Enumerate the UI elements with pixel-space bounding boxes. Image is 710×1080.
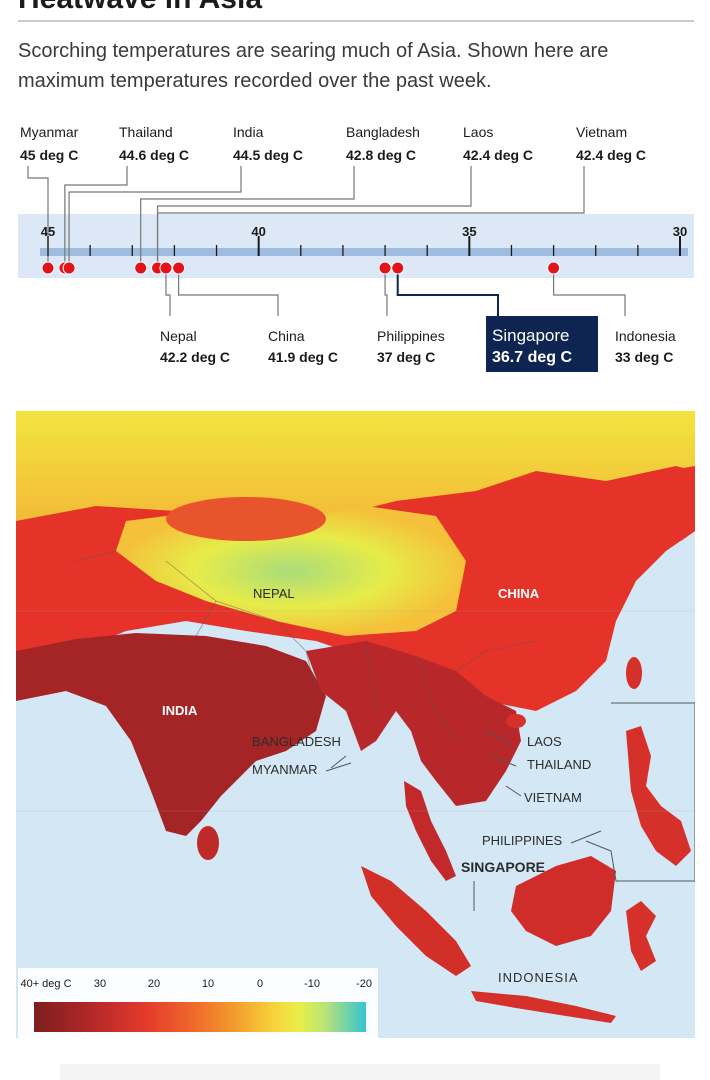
temperature-label: 44.5 deg C	[233, 147, 303, 163]
map-label-indonesia: INDONESIA	[498, 970, 579, 985]
legend-ticks: 40+ deg C 30 20 10 0 -10 -20	[18, 978, 378, 992]
map-label-philippines: PHILIPPINES	[482, 833, 563, 848]
temperature-label: 42.4 deg C	[463, 147, 533, 163]
map-label-india: INDIA	[162, 703, 198, 718]
temperature-label: 41.9 deg C	[268, 349, 338, 365]
data-point-nepal	[159, 261, 173, 275]
axis-band	[18, 214, 694, 278]
country-name-label: China	[268, 328, 305, 344]
leader-line	[165, 270, 171, 316]
country-name-label: Indonesia	[615, 328, 676, 344]
footer-strip	[60, 1064, 660, 1080]
data-point-indonesia	[547, 261, 561, 275]
map-label-nepal: NEPAL	[253, 586, 295, 601]
leader-line	[140, 166, 355, 268]
legend-tick: 40+ deg C	[20, 978, 72, 990]
philippines-islands	[626, 726, 691, 866]
axis-line	[40, 248, 688, 256]
country-name-label: Singapore	[492, 326, 570, 345]
legend-tick: 20	[147, 978, 161, 990]
map-label-myanmar: MYANMAR	[252, 762, 318, 777]
temperature-label: 44.6 deg C	[119, 147, 189, 163]
taiwan	[626, 657, 642, 689]
temperature-legend: 40+ deg C 30 20 10 0 -10 -20	[18, 968, 378, 1038]
country-name-label: Laos	[463, 124, 493, 140]
leader-line	[68, 166, 242, 268]
leader-line	[27, 166, 49, 268]
data-point-bangladesh	[134, 261, 148, 275]
hainan	[506, 714, 526, 728]
sumatra	[361, 866, 471, 976]
legend-tick: 0	[256, 978, 264, 990]
leader-line	[396, 270, 499, 316]
country-name-label: Bangladesh	[346, 124, 420, 140]
indochina-region	[306, 641, 521, 806]
temperature-label: 45 deg C	[20, 147, 78, 163]
data-point-china	[172, 261, 186, 275]
country-borders	[75, 550, 537, 742]
title-divider	[18, 20, 694, 22]
malay-peninsula	[404, 781, 456, 881]
borneo	[511, 856, 616, 946]
tarim-basin	[166, 497, 326, 541]
legend-tick: 10	[201, 978, 215, 990]
axis-tick-label: 30	[673, 224, 687, 239]
data-point-singapore	[391, 261, 405, 275]
leader-line	[156, 166, 585, 268]
tibet-plateau	[116, 506, 466, 636]
map-leader-lines	[325, 730, 602, 911]
leader-line	[178, 270, 279, 316]
map-label-bangladesh: BANGLADESH	[252, 734, 341, 749]
subtitle: Scorching temperatures are searing much …	[18, 40, 609, 92]
korea-region	[666, 466, 695, 541]
axis-tick-label: 35	[462, 224, 476, 239]
temperature-label: 33 deg C	[615, 349, 673, 365]
axis-tick-label: 40	[251, 224, 265, 239]
map-graphic	[16, 411, 695, 1038]
temperature-label: 42.8 deg C	[346, 147, 416, 163]
map-label-thailand: THAILAND	[527, 757, 592, 772]
country-name-label: Thailand	[119, 124, 173, 140]
leader-line	[552, 270, 626, 316]
temperature-label: 37 deg C	[377, 349, 435, 365]
leader-line	[64, 166, 128, 268]
map-label-laos: LAOS	[527, 734, 562, 749]
data-point-india	[62, 261, 76, 275]
legend-tick: 30	[93, 978, 107, 990]
map-gridlines	[16, 610, 695, 812]
leader-line	[384, 270, 388, 316]
country-name-label: Vietnam	[576, 124, 627, 140]
sulawesi	[626, 901, 656, 971]
temperature-map: NEPAL CHINA INDIA BANGLADESH MYANMAR LAO…	[16, 411, 695, 1038]
java	[471, 991, 616, 1023]
legend-tick: -10	[304, 978, 320, 990]
legend-tick: -20	[356, 978, 372, 990]
legend-color-scale	[34, 1002, 366, 1032]
data-point-philippines	[378, 261, 392, 275]
country-name-label: Philippines	[377, 328, 445, 344]
country-name-label: Nepal	[160, 328, 197, 344]
country-name-label: Myanmar	[20, 124, 79, 140]
temperature-label: 36.7 deg C	[492, 349, 572, 366]
map-label-singapore: SINGAPORE	[461, 859, 546, 875]
data-point-myanmar	[41, 261, 55, 275]
map-label-china: CHINA	[498, 586, 540, 601]
page-title: Heatwave in Asia	[18, 0, 262, 16]
india-region	[16, 633, 326, 836]
country-name-label: India	[233, 124, 264, 140]
temperature-label: 42.4 deg C	[576, 147, 646, 163]
philippines-box	[585, 702, 695, 882]
map-label-vietnam: VIETNAM	[524, 790, 582, 805]
temperature-label: 42.2 deg C	[160, 349, 230, 365]
sri-lanka	[197, 826, 219, 860]
singapore-highlight-box	[486, 316, 598, 372]
